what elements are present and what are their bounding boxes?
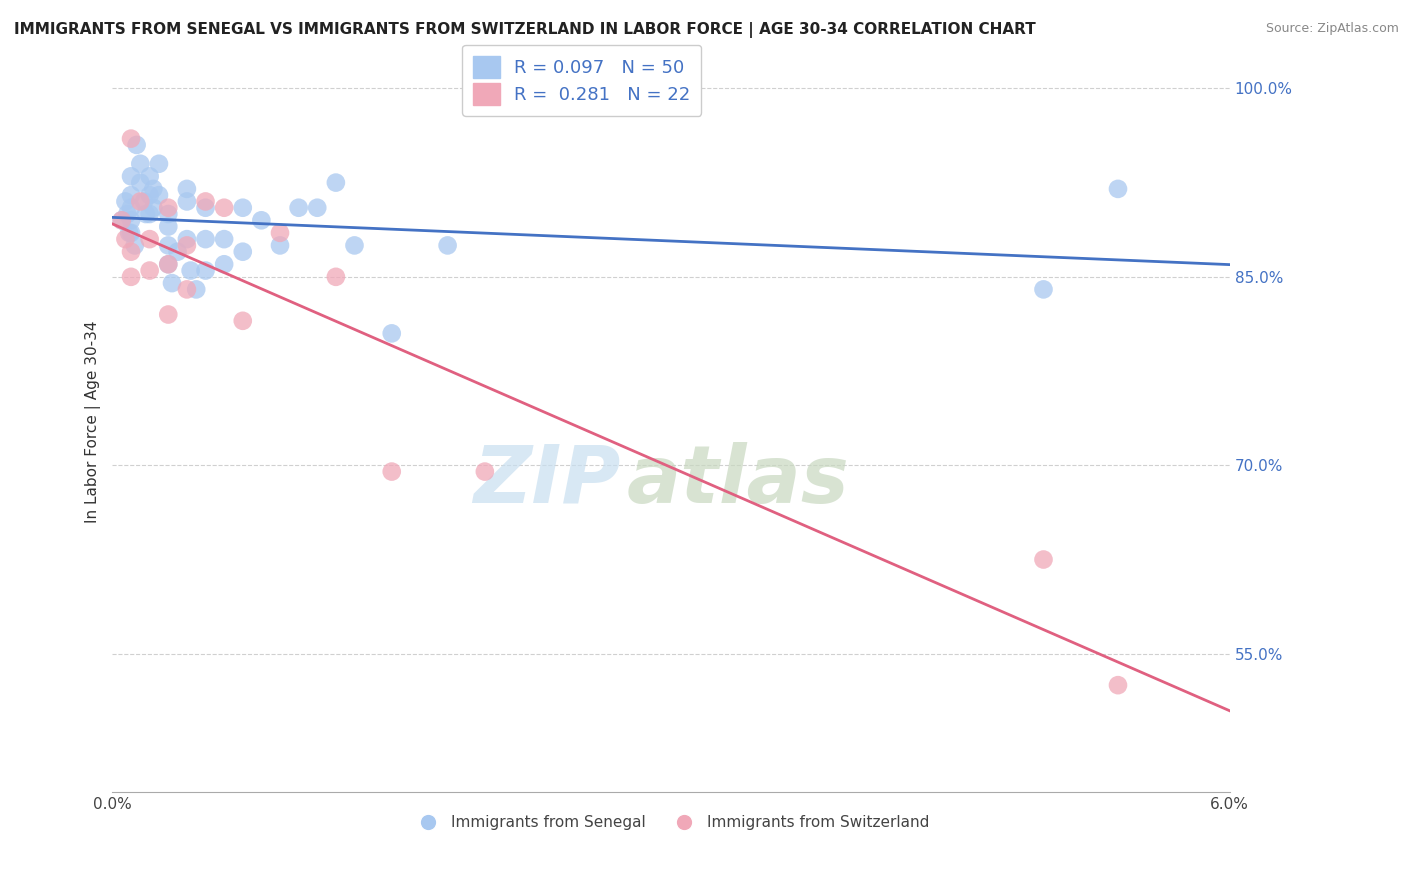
Point	[176, 194, 198, 209]
Point	[157, 257, 180, 271]
Point	[142, 201, 165, 215]
Point	[194, 263, 217, 277]
Point	[142, 182, 165, 196]
Point	[114, 194, 136, 209]
Point	[1107, 678, 1129, 692]
Point	[129, 176, 152, 190]
Point	[138, 263, 160, 277]
Point	[232, 314, 254, 328]
Point	[118, 226, 141, 240]
Point	[120, 244, 142, 259]
Point	[132, 194, 155, 209]
Point	[117, 207, 139, 221]
Point	[157, 219, 180, 234]
Point	[111, 213, 134, 227]
Point	[160, 276, 183, 290]
Point	[194, 194, 217, 209]
Point	[343, 238, 366, 252]
Point	[194, 232, 217, 246]
Point	[194, 201, 217, 215]
Point	[120, 188, 142, 202]
Point	[157, 238, 180, 252]
Y-axis label: In Labor Force | Age 30-34: In Labor Force | Age 30-34	[86, 320, 101, 523]
Point	[176, 232, 198, 246]
Point	[157, 308, 180, 322]
Point	[157, 207, 180, 221]
Point	[166, 244, 188, 259]
Point	[287, 201, 309, 215]
Point	[381, 465, 404, 479]
Point	[250, 213, 273, 227]
Point	[148, 157, 170, 171]
Point	[120, 201, 142, 215]
Point	[129, 194, 152, 209]
Point	[120, 169, 142, 184]
Point	[176, 238, 198, 252]
Point	[111, 213, 134, 227]
Text: atlas: atlas	[626, 442, 849, 520]
Point	[138, 169, 160, 184]
Point	[269, 226, 291, 240]
Point	[325, 176, 347, 190]
Legend: Immigrants from Senegal, Immigrants from Switzerland: Immigrants from Senegal, Immigrants from…	[406, 809, 935, 836]
Point	[325, 269, 347, 284]
Point	[176, 282, 198, 296]
Point	[157, 201, 180, 215]
Point	[124, 238, 146, 252]
Point	[135, 207, 157, 221]
Point	[474, 465, 496, 479]
Point	[157, 257, 180, 271]
Point	[120, 226, 142, 240]
Point	[212, 201, 235, 215]
Point	[120, 269, 142, 284]
Point	[114, 232, 136, 246]
Point	[232, 244, 254, 259]
Point	[269, 238, 291, 252]
Point	[125, 137, 148, 152]
Point	[436, 238, 458, 252]
Point	[212, 232, 235, 246]
Point	[138, 232, 160, 246]
Text: IMMIGRANTS FROM SENEGAL VS IMMIGRANTS FROM SWITZERLAND IN LABOR FORCE | AGE 30-3: IMMIGRANTS FROM SENEGAL VS IMMIGRANTS FR…	[14, 22, 1036, 38]
Text: Source: ZipAtlas.com: Source: ZipAtlas.com	[1265, 22, 1399, 36]
Point	[232, 201, 254, 215]
Point	[138, 207, 160, 221]
Point	[1032, 282, 1054, 296]
Text: ZIP: ZIP	[474, 442, 621, 520]
Point	[1032, 552, 1054, 566]
Point	[381, 326, 404, 341]
Point	[180, 263, 202, 277]
Point	[186, 282, 208, 296]
Point	[129, 157, 152, 171]
Point	[176, 182, 198, 196]
Point	[120, 213, 142, 227]
Point	[138, 188, 160, 202]
Point	[212, 257, 235, 271]
Point	[1107, 182, 1129, 196]
Point	[148, 188, 170, 202]
Point	[120, 131, 142, 145]
Point	[307, 201, 329, 215]
